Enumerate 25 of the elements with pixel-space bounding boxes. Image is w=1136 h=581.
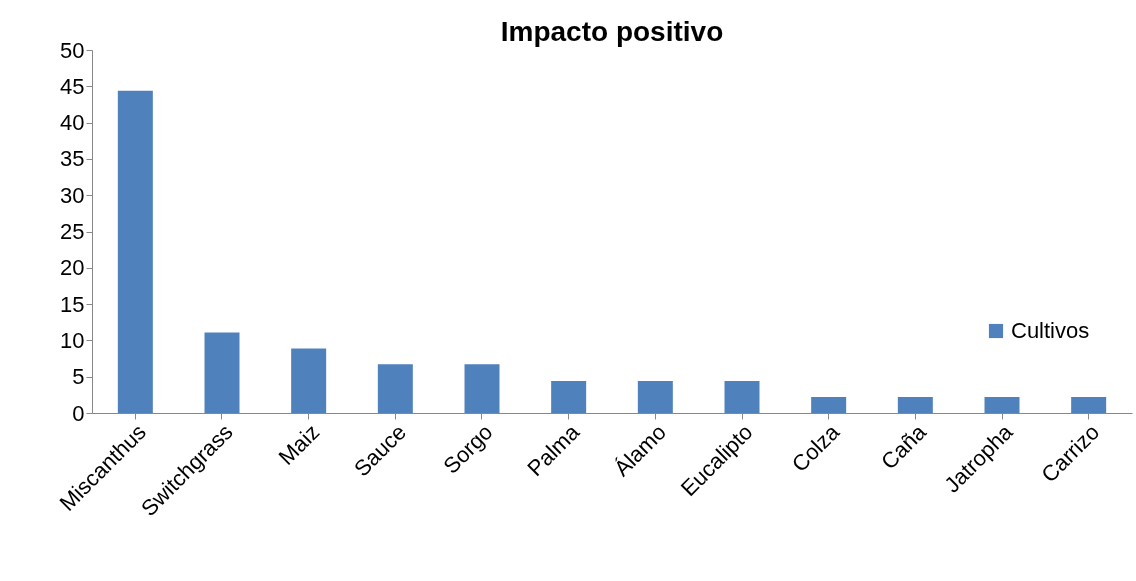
bar [377,364,413,413]
y-tick-label: 5 [72,364,85,390]
y-tick-label: 30 [60,182,85,208]
bar [1071,397,1107,413]
y-tick-label: 0 [72,400,85,426]
legend-label: Cultivos [1011,318,1090,343]
y-tick-label: 25 [60,219,85,244]
y-tick-label: 50 [60,37,85,63]
y-tick-label: 15 [60,291,85,317]
bar [637,381,673,413]
y-tick-label: 10 [60,327,85,353]
y-tick-label: 35 [60,146,85,172]
bar [811,397,847,413]
y-tick-label: 40 [60,110,85,136]
y-tick-label: 45 [60,73,85,99]
bar [984,397,1020,413]
chart-title: Impacto positivo [500,16,724,47]
bar [724,381,760,413]
bar [291,348,327,413]
bar [897,397,933,413]
y-tick-label: 20 [60,255,85,281]
bar [551,381,587,413]
bar [204,332,240,413]
bar [464,364,500,413]
bar [117,90,153,413]
